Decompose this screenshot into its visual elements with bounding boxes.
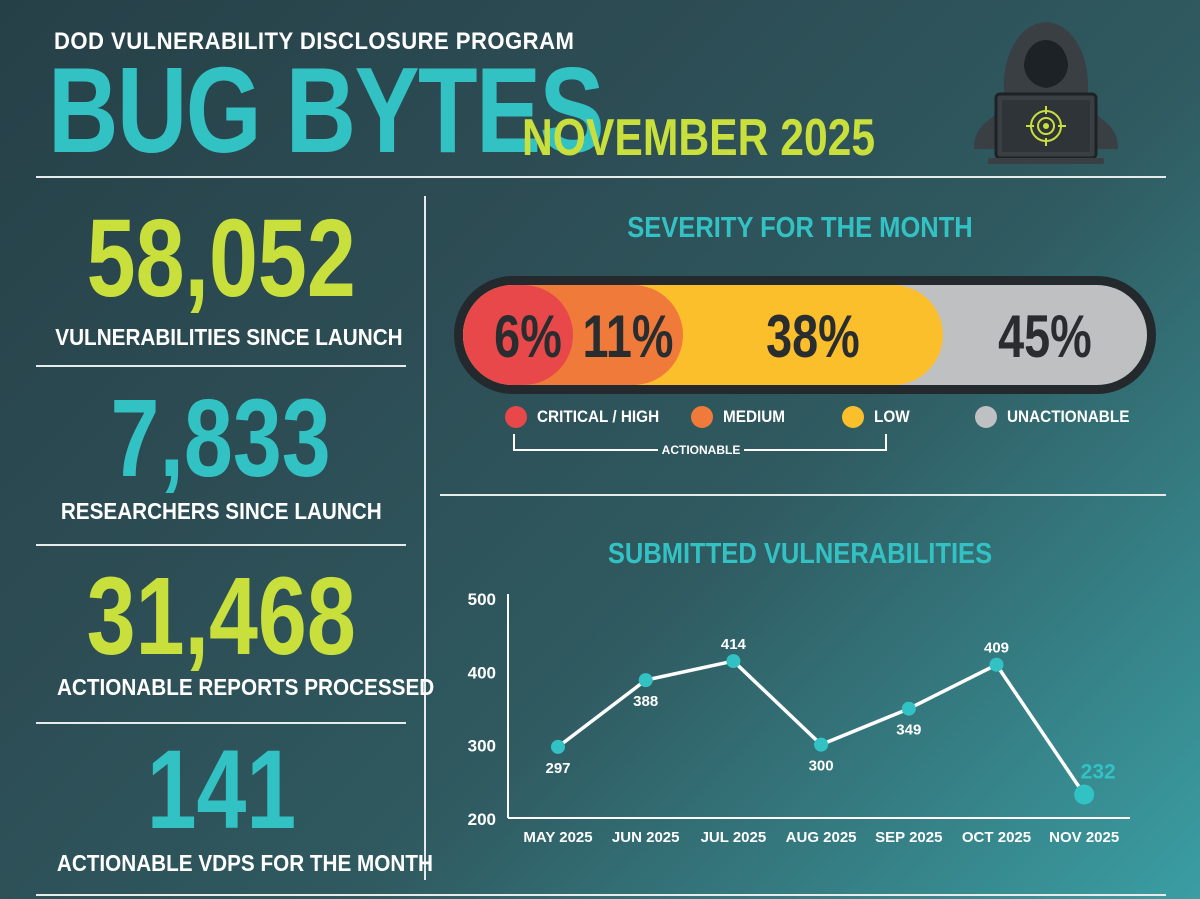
column-divider xyxy=(424,196,426,880)
severity-value-label-1: 11% xyxy=(582,303,673,370)
data-label: 300 xyxy=(809,758,834,775)
legend-label-low: LOW xyxy=(874,407,910,426)
legend-label-medium: MEDIUM xyxy=(723,407,786,426)
y-tick-label: 500 xyxy=(468,590,496,609)
stat-researchers: 7,833 RESEARCHERS SINCE LAUNCH xyxy=(36,384,406,525)
severity-segment-0 xyxy=(463,285,573,385)
stat-actionable-vdps: 141 ACTIONABLE VDPS FOR THE MONTH xyxy=(36,727,433,877)
x-tick-label: SEP 2025 xyxy=(875,829,942,846)
stat-value: 31,468 xyxy=(86,555,356,678)
data-label: 297 xyxy=(545,760,570,777)
hacker-laptop-icon xyxy=(974,22,1118,164)
severity-value-label-2: 38% xyxy=(766,303,860,370)
stat-divider-2 xyxy=(36,544,406,546)
y-tick-label: 300 xyxy=(468,737,496,756)
data-point xyxy=(989,657,1004,672)
data-point xyxy=(814,737,829,752)
data-point xyxy=(1074,784,1095,805)
stat-value: 7,833 xyxy=(110,377,332,500)
data-label: 388 xyxy=(633,693,658,710)
legend-low: LOW xyxy=(842,406,914,428)
chart-divider xyxy=(440,494,1166,496)
stat-value: 58,052 xyxy=(86,197,356,320)
footer-divider xyxy=(36,894,1166,896)
x-tick-label: JUL 2025 xyxy=(701,829,767,846)
line-chart-title: SUBMITTED VULNERABILITIES xyxy=(607,538,993,570)
page-title: BUG BYTES xyxy=(48,42,605,178)
data-point xyxy=(638,673,653,688)
severity-bar-chart: 6% 11% 38% 45% xyxy=(454,276,1156,394)
stat-divider-1 xyxy=(36,365,406,367)
stat-label: RESEARCHERS SINCE LAUNCH xyxy=(60,498,382,524)
legend-medium: MEDIUM xyxy=(691,406,792,428)
data-label: 414 xyxy=(721,636,747,653)
data-point xyxy=(551,739,565,754)
severity-value-label-0: 6% xyxy=(494,303,562,370)
x-tick-label: JUN 2025 xyxy=(612,829,680,846)
data-label: 232 xyxy=(1081,761,1116,784)
stat-divider-3 xyxy=(36,722,406,724)
legend-critical: CRITICAL / HIGH xyxy=(505,406,673,428)
legend-dot-medium xyxy=(691,406,713,428)
severity-title: SEVERITY FOR THE MONTH xyxy=(627,212,973,244)
data-point xyxy=(726,654,741,669)
legend-unactionable: UNACTIONABLE xyxy=(975,406,1143,428)
actionable-label: ACTIONABLE xyxy=(662,443,741,457)
stat-vulnerabilities: 58,052 VULNERABILITIES SINCE LAUNCH xyxy=(36,204,406,351)
x-tick-label: MAY 2025 xyxy=(523,829,592,846)
data-point xyxy=(901,701,916,716)
x-tick-label: OCT 2025 xyxy=(962,829,1031,846)
header-divider xyxy=(36,176,1166,178)
x-tick-label: NOV 2025 xyxy=(1049,829,1119,846)
legend-dot-low xyxy=(842,406,864,428)
stat-label: ACTIONABLE VDPS FOR THE MONTH xyxy=(56,850,433,876)
report-month: NOVEMBER 2025 xyxy=(522,109,876,167)
actionable-bracket: ACTIONABLE xyxy=(513,434,887,457)
program-subtitle: DOD VULNERABILITY DISCLOSURE PROGRAM xyxy=(54,28,575,55)
severity-value-label-3: 45% xyxy=(998,303,1092,370)
stat-label: ACTIONABLE REPORTS PROCESSED xyxy=(56,674,435,700)
stat-value: 141 xyxy=(146,727,296,852)
x-tick-label: AUG 2025 xyxy=(786,829,857,846)
legend-label-critical: CRITICAL / HIGH xyxy=(537,407,660,426)
stat-label: VULNERABILITIES SINCE LAUNCH xyxy=(55,324,403,350)
data-label: 409 xyxy=(984,640,1009,657)
stat-actionable-reports: 31,468 ACTIONABLE REPORTS PROCESSED xyxy=(36,555,434,701)
y-tick-label: 200 xyxy=(468,810,496,829)
y-tick-label: 400 xyxy=(468,663,496,682)
legend-dot-critical xyxy=(505,406,527,428)
submitted-vulnerabilities-chart: 200 300 400 500 MAY 2025 JUN 2025 JUL 2025 AUG … xyxy=(468,590,1130,846)
legend-label-unactionable: UNACTIONABLE xyxy=(1007,407,1130,426)
data-label: 349 xyxy=(896,722,921,739)
legend-dot-unactionable xyxy=(975,406,997,428)
